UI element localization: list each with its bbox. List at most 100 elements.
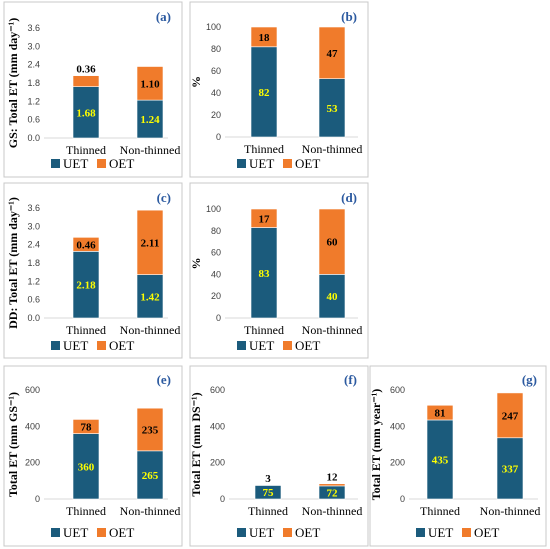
bar-uet — [318, 274, 346, 319]
legend-label-oet: OET — [474, 525, 499, 540]
data-label: 247 — [502, 410, 519, 422]
legend-label-oet: OET — [295, 338, 320, 353]
y-tick-label: 200 — [210, 458, 225, 468]
y-tick-label: 1.2 — [27, 96, 40, 106]
x-tick-label: Thinned — [66, 323, 106, 337]
legend-swatch-uet — [51, 159, 60, 168]
legend-swatch-oet — [283, 528, 292, 537]
y-tick-label: 80 — [211, 226, 221, 236]
bar-oet — [72, 237, 100, 252]
y-tick-label: 0 — [400, 494, 405, 504]
y-tick-label: 100 — [206, 22, 221, 32]
data-label: 360 — [78, 461, 95, 473]
legend-label-uet: UET — [63, 525, 88, 540]
x-tick-label: Non-thinned — [302, 504, 363, 518]
x-tick-label: Non-thinned — [302, 323, 363, 337]
y-axis-label: DD: Total ET (mm day⁻¹) — [6, 197, 20, 329]
x-tick-label: Thinned — [248, 504, 288, 518]
legend-swatch-uet — [51, 341, 60, 350]
y-tick-label: 0 — [216, 313, 221, 323]
y-tick-label: 40 — [211, 269, 221, 279]
data-label: 12 — [327, 472, 339, 484]
data-label: 81 — [435, 408, 446, 420]
legend-label-uet: UET — [249, 338, 274, 353]
data-label: 1.24 — [140, 114, 160, 126]
bar-uet — [426, 419, 454, 500]
y-tick-label: 0.0 — [27, 133, 40, 143]
y-tick-label: 2.4 — [27, 240, 40, 250]
panel-frame — [189, 365, 369, 547]
data-label: 1.68 — [76, 107, 96, 119]
legend-swatch-uet — [237, 528, 246, 537]
data-label: 2.18 — [76, 280, 96, 292]
y-tick-label: 0 — [35, 494, 40, 504]
bar-uet — [72, 251, 100, 319]
y-axis-label: % — [189, 76, 203, 88]
bar-oet — [136, 209, 164, 275]
y-axis-label: Total ET (mm year⁻¹) — [369, 389, 383, 501]
panel-letter: (a) — [156, 9, 171, 24]
y-tick-label: 20 — [211, 291, 221, 301]
y-tick-label: 3.0 — [27, 221, 40, 231]
data-label: 1.42 — [140, 291, 160, 303]
x-tick-label: Thinned — [244, 323, 284, 337]
legend-label-uet: UET — [428, 525, 453, 540]
bar-oet — [426, 404, 454, 421]
data-label: 53 — [327, 103, 339, 115]
bar-uet — [318, 78, 346, 138]
data-label: 1.10 — [140, 78, 160, 90]
bar-oet — [250, 208, 278, 228]
y-tick-label: 3.0 — [27, 41, 40, 51]
y-axis-label: Total ET (mm DS⁻¹) — [189, 392, 203, 496]
data-label: 75 — [263, 487, 275, 499]
y-axis-label: Total ET (mm GS⁻¹) — [6, 392, 20, 497]
y-tick-label: 0 — [216, 132, 221, 142]
data-label: 78 — [81, 422, 93, 434]
y-tick-label: 0.0 — [27, 313, 40, 323]
data-label: 82 — [259, 87, 271, 99]
y-tick-label: 0 — [220, 494, 225, 504]
legend-swatch-uet — [237, 159, 246, 168]
legend-label-uet: UET — [249, 156, 274, 171]
x-tick-label: Non-thinned — [120, 143, 181, 157]
panel-letter: (b) — [341, 9, 357, 24]
panel-letter: (e) — [157, 372, 171, 387]
legend-label-oet: OET — [295, 525, 320, 540]
legend-swatch-oet — [97, 159, 106, 168]
data-label: 2.11 — [141, 237, 160, 249]
chart-panel: 0.0 0.6 1.2 1.8 2.4 3.0 3.6 GS: Total ET (mm da… — [3, 1, 183, 178]
data-label: 83 — [259, 268, 271, 280]
data-label: 18 — [259, 32, 271, 44]
x-tick-label: Thinned — [66, 143, 106, 157]
bar-oet — [318, 483, 346, 487]
bar-oet — [136, 66, 164, 101]
legend-swatch-uet — [51, 528, 60, 537]
y-tick-label: 400 — [25, 421, 40, 431]
chart-panel: 0 200 400 600 Total ET (mm DS⁻¹) (f) 75 3 Thinne… — [189, 365, 369, 547]
chart-panel: 0 200 400 600 Total ET (mm year⁻¹) (g) 435 81 Th… — [369, 365, 547, 547]
data-label: 60 — [327, 237, 339, 249]
data-label: 72 — [327, 487, 339, 499]
panel-letter: (c) — [157, 190, 171, 205]
data-label: 17 — [259, 213, 271, 225]
legend-label-oet: OET — [109, 338, 134, 353]
y-axis-label: % — [189, 258, 203, 270]
panel-letter: (d) — [341, 190, 357, 205]
x-tick-label: Non-thinned — [302, 142, 363, 156]
bar-uet — [72, 433, 100, 500]
bar-oet — [72, 75, 100, 87]
bar-oet — [250, 26, 278, 48]
y-tick-label: 1.8 — [27, 258, 40, 268]
x-tick-label: Non-thinned — [120, 323, 181, 337]
bar-oet — [254, 484, 282, 486]
y-tick-label: 0.6 — [27, 295, 40, 305]
y-tick-label: 100 — [206, 204, 221, 214]
panel-letter: (g) — [522, 372, 537, 387]
bar-oet — [136, 407, 164, 452]
y-tick-label: 600 — [390, 385, 405, 395]
data-label: 47 — [327, 48, 339, 60]
data-label: 337 — [502, 463, 519, 475]
x-tick-label: Non-thinned — [480, 504, 541, 518]
chart-panel: 0 20 40 60 80 100% (d) 83 17 Thinned 40 60 Non-thinn… — [189, 182, 369, 359]
data-label: 235 — [142, 425, 159, 437]
